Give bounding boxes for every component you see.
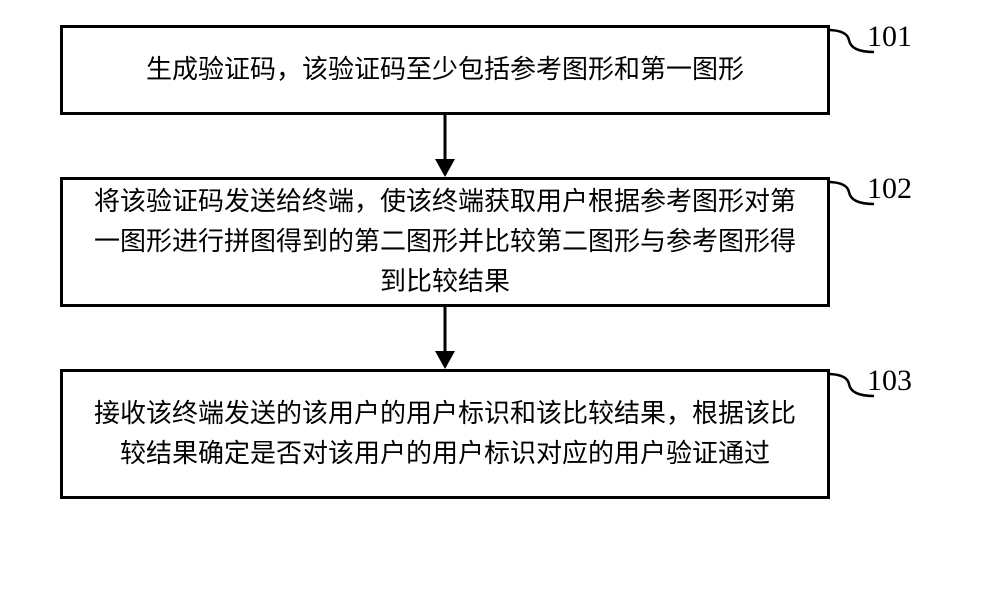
- step-label-102: 102: [867, 172, 912, 206]
- step-label-101: 101: [867, 20, 912, 54]
- arrow-down-icon: [430, 307, 460, 369]
- arrow-down-icon: [430, 115, 460, 177]
- step-label-103: 103: [867, 364, 912, 398]
- arrow-2: [60, 307, 830, 369]
- step-box-103: 103 接收该终端发送的该用户的用户标识和该比较结果，根据该比较结果确定是否对该…: [60, 369, 830, 499]
- step-box-101: 101 生成验证码，该验证码至少包括参考图形和第一图形: [60, 25, 830, 115]
- flowchart-container: 101 生成验证码，该验证码至少包括参考图形和第一图形 102 将该验证码发送给…: [60, 25, 940, 499]
- arrow-1: [60, 115, 830, 177]
- step-box-102: 102 将该验证码发送给终端，使该终端获取用户根据参考图形对第一图形进行拼图得到…: [60, 177, 830, 307]
- step-text-102: 将该验证码发送给终端，使该终端获取用户根据参考图形对第一图形进行拼图得到的第二图…: [83, 182, 807, 303]
- step-text-101: 生成验证码，该验证码至少包括参考图形和第一图形: [146, 50, 744, 90]
- step-text-103: 接收该终端发送的该用户的用户标识和该比较结果，根据该比较结果确定是否对该用户的用…: [83, 394, 807, 475]
